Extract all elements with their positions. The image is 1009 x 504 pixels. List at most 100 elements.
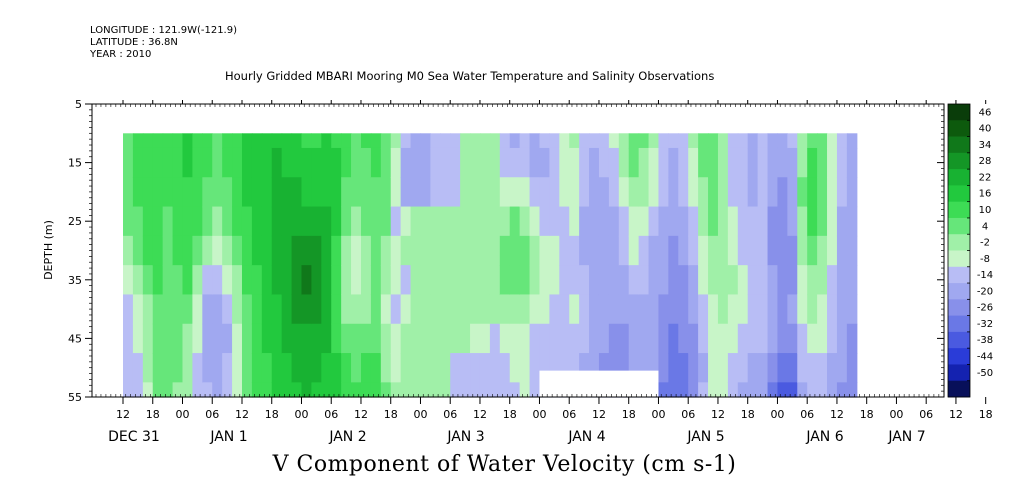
heatmap-cell: [321, 177, 332, 208]
heatmap-cell: [212, 206, 223, 237]
heatmap-cell: [519, 265, 531, 296]
heatmap-cell: [747, 294, 759, 325]
heatmap-cell: [827, 147, 838, 178]
heatmap-cell: [351, 133, 362, 149]
heatmap-cell: [172, 294, 184, 325]
heatmap-cell: [836, 294, 848, 325]
heatmap-cell: [618, 147, 630, 178]
heatmap-cell: [559, 147, 570, 178]
heatmap-cell: [202, 177, 213, 208]
heatmap-cell: [450, 206, 461, 237]
heatmap-cell: [241, 235, 253, 266]
heatmap-cell: [400, 265, 412, 296]
heatmap-cell: [698, 323, 709, 354]
heatmap-cell: [331, 353, 342, 383]
heatmap-cell: [192, 235, 203, 266]
heatmap-cell: [717, 265, 729, 296]
heatmap-cell: [529, 206, 541, 237]
heatmap-cells: [123, 133, 858, 398]
heatmap-cell: [400, 177, 412, 208]
heatmap-cell: [232, 294, 243, 325]
heatmap-cell: [370, 177, 382, 208]
heatmap-cell: [688, 235, 699, 266]
heatmap-cell: [608, 323, 620, 354]
heatmap-cell: [678, 147, 689, 178]
heatmap-cell: [212, 353, 223, 383]
y-axis-label: DEPTH (m): [42, 220, 55, 280]
x-tick-label: 18: [979, 408, 993, 421]
heatmap-cell: [390, 147, 402, 178]
heatmap-cell: [747, 323, 759, 354]
heatmap-cell: [767, 235, 779, 266]
heatmap-cell: [321, 265, 332, 296]
heatmap-cell: [569, 353, 580, 383]
heatmap-cell: [827, 382, 838, 398]
heatmap-cell: [172, 206, 184, 237]
x-tick-label: 00: [770, 408, 784, 421]
heatmap-cell: [182, 147, 194, 178]
heatmap-cell: [727, 353, 739, 383]
heatmap-cell: [757, 353, 769, 383]
heatmap-cell: [182, 294, 194, 325]
heatmap-cell: [598, 353, 610, 383]
heatmap-cell: [390, 133, 402, 149]
heatmap-cell: [182, 235, 194, 266]
heatmap-cell: [777, 323, 788, 354]
heatmap-cell: [440, 353, 451, 383]
heatmap-cell: [271, 265, 283, 296]
heatmap-cell: [172, 265, 184, 296]
heatmap-cell: [549, 133, 560, 149]
heatmap-cell: [360, 294, 372, 325]
heatmap-cell: [360, 353, 372, 383]
heatmap-cell: [549, 147, 560, 178]
heatmap-cell: [767, 294, 779, 325]
heatmap-cell: [489, 206, 501, 237]
heatmap-cell: [261, 206, 273, 237]
heatmap-cell: [569, 177, 580, 208]
y-tick-label: 55: [68, 391, 82, 404]
heatmap-cell: [489, 147, 501, 178]
heatmap-cell: [182, 382, 194, 398]
heatmap-cell: [579, 133, 590, 149]
heatmap-cell: [569, 323, 580, 354]
x-tick-label: 12: [711, 408, 725, 421]
heatmap-cell: [499, 235, 511, 266]
heatmap-cell: [618, 323, 630, 354]
heatmap-cell: [470, 353, 481, 383]
y-tick-label: 35: [68, 274, 82, 287]
heatmap-cell: [598, 206, 610, 237]
x-tick-label: 18: [265, 408, 279, 421]
heatmap-cell: [519, 147, 531, 178]
heatmap-cell: [331, 133, 342, 149]
heatmap-cell: [678, 235, 689, 266]
heatmap-cell: [400, 382, 412, 398]
heatmap-cell: [846, 206, 858, 237]
heatmap-cell: [251, 323, 263, 354]
x-day-label: JAN 1: [209, 429, 247, 445]
heatmap-cell: [708, 235, 719, 266]
heatmap-cell: [142, 133, 154, 149]
heatmap-cell: [489, 382, 501, 398]
heatmap-cell: [787, 353, 798, 383]
heatmap-cell: [628, 294, 640, 325]
heatmap-cell: [846, 147, 858, 178]
heatmap-cell: [470, 323, 481, 354]
heatmap-cell: [380, 323, 392, 354]
heatmap-cell: [470, 265, 481, 296]
heatmap-cell: [787, 294, 798, 325]
heatmap-cell: [519, 294, 531, 325]
heatmap-cell: [232, 177, 243, 208]
colorbar-swatch: [948, 266, 970, 284]
heatmap-cell: [579, 206, 590, 237]
heatmap-cell: [123, 133, 134, 149]
heatmap-cell: [638, 265, 650, 296]
heatmap-cell: [192, 147, 203, 178]
x-tick-label: 18: [503, 408, 517, 421]
heatmap-cell: [390, 235, 402, 266]
heatmap-cell: [311, 353, 322, 383]
heatmap-cell: [827, 177, 838, 208]
heatmap-cell: [400, 235, 412, 266]
heatmap-cell: [182, 177, 194, 208]
heatmap-cell: [698, 353, 709, 383]
heatmap-cell: [370, 323, 382, 354]
